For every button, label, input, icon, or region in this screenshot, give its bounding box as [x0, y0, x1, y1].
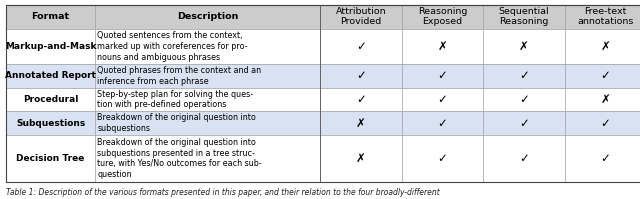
Bar — [564, 88, 640, 111]
Text: ✓: ✓ — [601, 152, 611, 165]
Bar — [95, 135, 320, 182]
Text: ✓: ✓ — [438, 69, 447, 82]
Bar — [320, 111, 402, 135]
Bar — [6, 29, 95, 64]
Bar — [483, 88, 564, 111]
Bar — [564, 64, 640, 88]
Text: ✓: ✓ — [519, 69, 529, 82]
Text: ✓: ✓ — [438, 117, 447, 130]
Text: Table 1: Description of the various formats presented in this paper, and their r: Table 1: Description of the various form… — [6, 188, 440, 197]
Text: Quoted sentences from the context,
marked up with coreferences for pro-
nouns an: Quoted sentences from the context, marke… — [97, 31, 248, 61]
Text: Free-text
annotations: Free-text annotations — [577, 7, 634, 26]
Text: ✓: ✓ — [356, 69, 365, 82]
Text: Markup-and-Mask: Markup-and-Mask — [5, 42, 96, 51]
Text: Format: Format — [31, 12, 70, 21]
Bar — [6, 5, 640, 182]
Text: ✓: ✓ — [601, 69, 611, 82]
Bar — [402, 135, 483, 182]
Text: ✓: ✓ — [356, 40, 365, 53]
Bar — [564, 5, 640, 29]
Bar — [402, 88, 483, 111]
Bar — [95, 111, 320, 135]
Bar — [95, 29, 320, 64]
Bar — [402, 5, 483, 29]
Bar — [6, 135, 95, 182]
Bar — [564, 135, 640, 182]
Text: ✗: ✗ — [601, 93, 611, 106]
Text: Annotated Report: Annotated Report — [5, 71, 96, 80]
Text: Description: Description — [177, 12, 238, 21]
Text: Decision Tree: Decision Tree — [17, 154, 84, 163]
Bar — [402, 64, 483, 88]
Text: ✓: ✓ — [438, 93, 447, 106]
Bar — [320, 88, 402, 111]
Text: ✓: ✓ — [356, 93, 365, 106]
Bar — [483, 111, 564, 135]
Bar — [6, 5, 95, 29]
Bar — [320, 29, 402, 64]
Text: Attribution
Provided: Attribution Provided — [335, 7, 386, 26]
Bar — [95, 64, 320, 88]
Text: Procedural: Procedural — [23, 95, 78, 104]
Bar — [320, 64, 402, 88]
Text: ✗: ✗ — [356, 152, 365, 165]
Text: Sequential
Reasoning: Sequential Reasoning — [499, 7, 549, 26]
Bar — [402, 29, 483, 64]
Bar — [6, 64, 95, 88]
Bar — [564, 29, 640, 64]
Bar — [564, 111, 640, 135]
Text: ✓: ✓ — [601, 117, 611, 130]
Text: ✓: ✓ — [438, 152, 447, 165]
Bar — [402, 111, 483, 135]
Bar — [483, 135, 564, 182]
Bar — [95, 5, 320, 29]
Text: Subquestions: Subquestions — [16, 119, 85, 128]
Text: ✗: ✗ — [519, 40, 529, 53]
Text: ✓: ✓ — [519, 93, 529, 106]
Bar — [95, 88, 320, 111]
Text: Quoted phrases from the context and an
inference from each phrase: Quoted phrases from the context and an i… — [97, 66, 261, 86]
Bar — [320, 5, 402, 29]
Text: Breakdown of the original question into
subquestions: Breakdown of the original question into … — [97, 113, 256, 133]
Text: Breakdown of the original question into
subquestions presented in a tree struc-
: Breakdown of the original question into … — [97, 138, 262, 179]
Text: ✗: ✗ — [438, 40, 447, 53]
Bar — [483, 64, 564, 88]
Text: Step-by-step plan for solving the ques-
tion with pre-defined operations: Step-by-step plan for solving the ques- … — [97, 90, 253, 109]
Bar — [320, 135, 402, 182]
Bar — [483, 5, 564, 29]
Text: ✗: ✗ — [601, 40, 611, 53]
Text: ✗: ✗ — [356, 117, 365, 130]
Bar — [6, 111, 95, 135]
Bar — [483, 29, 564, 64]
Text: ✓: ✓ — [519, 117, 529, 130]
Bar — [6, 88, 95, 111]
Text: ✓: ✓ — [519, 152, 529, 165]
Text: Reasoning
Exposed: Reasoning Exposed — [418, 7, 467, 26]
